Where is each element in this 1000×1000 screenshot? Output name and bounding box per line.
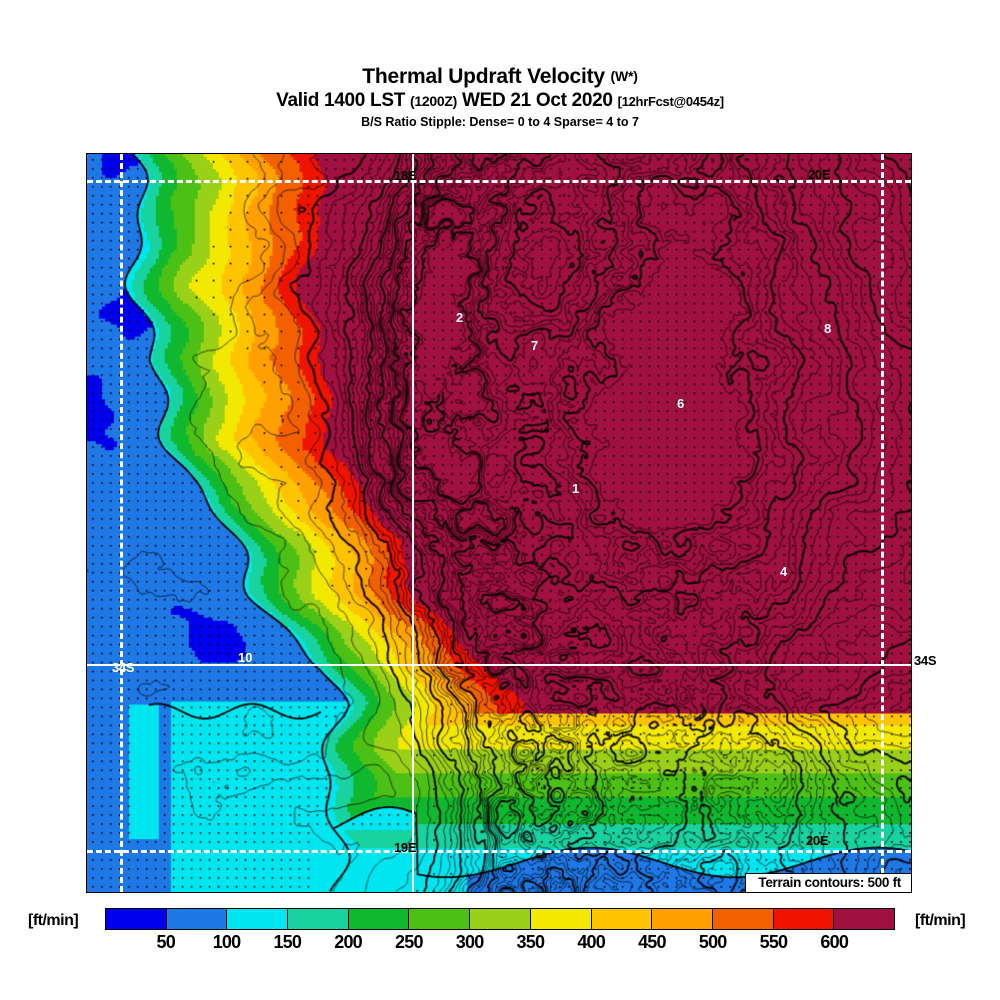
- graticule-line-19e: [412, 154, 414, 892]
- colorbar-band-12: [834, 909, 894, 929]
- valid-date: WED 21 Oct 2020: [461, 90, 613, 111]
- colorbar-units-left: [ft/min]: [28, 912, 79, 929]
- stipple-legend-note: B/S Ratio Stipple: Dense= 0 to 4 Sparse=…: [361, 115, 639, 129]
- colorbar-band-11: [773, 909, 835, 929]
- main-title-variable: (W*): [610, 68, 638, 84]
- graticule-label-34s-4: 34S: [914, 653, 937, 668]
- domain-boundary-left: [120, 154, 123, 892]
- colorbar-tick-550: 550: [759, 932, 788, 952]
- graticule-line-34s: [87, 664, 911, 666]
- graticule-label-20e-3: 20E: [806, 833, 829, 848]
- colorbar-tick-100: 100: [212, 932, 241, 952]
- colorbar-tick-labels: 50 100 150 200 250 300 350 400 450 500 550 600: [105, 932, 895, 956]
- valid-time-line: Valid 1400 LST (1200Z) WED 21 Oct 2020 […: [0, 89, 1000, 114]
- colorbar-band-2: [227, 909, 289, 929]
- colorbar-units-right: [ft/min]: [915, 912, 966, 929]
- colorbar-band-10: [712, 909, 774, 929]
- graticule-label-20e-1: 20E: [808, 167, 831, 182]
- colorbar-tick-450: 450: [638, 932, 666, 952]
- map-raster-layer: [87, 154, 911, 892]
- forecast-map[interactable]: Terrain contours: 500 ft: [86, 153, 912, 893]
- colorbar-tick-500: 500: [698, 932, 727, 952]
- valid-time-local: Valid 1400 LST: [276, 90, 406, 111]
- station-marker-1[interactable]: 1: [572, 481, 580, 496]
- domain-boundary-right: [881, 154, 884, 892]
- colorbar-tick-250: 250: [395, 932, 423, 952]
- colorbar-tick-150: 150: [273, 932, 302, 952]
- station-marker-8[interactable]: 8: [824, 321, 832, 336]
- graticule-label-34s-5: 34S: [112, 660, 135, 675]
- colorbar-band-1: [166, 909, 228, 929]
- colorbar-tick-50: 50: [156, 932, 176, 952]
- page-title: Thermal Updraft Velocity (W*): [0, 64, 1000, 89]
- colorbar-band-9: [652, 909, 713, 929]
- colorbar-band-5: [409, 909, 471, 929]
- domain-boundary-top: [87, 180, 911, 183]
- station-marker-4[interactable]: 4: [780, 564, 788, 579]
- colorbar: [ft/min] 50 100 150 200 250 300 350 400 450 500 55…: [0, 908, 1000, 978]
- graticule-label-19e-2: 19E: [394, 840, 417, 855]
- colorbar-tick-600: 600: [820, 932, 849, 952]
- colorbar-band-6: [470, 909, 531, 929]
- colorbar-gradient[interactable]: [105, 908, 895, 930]
- main-title-text: Thermal Updraft Velocity: [362, 65, 605, 88]
- colorbar-tick-350: 350: [516, 932, 545, 952]
- domain-boundary-bottom: [87, 850, 911, 853]
- station-marker-2[interactable]: 2: [456, 310, 464, 325]
- station-marker-6[interactable]: 6: [677, 396, 685, 411]
- title-block: Thermal Updraft Velocity (W*) Valid 1400…: [0, 64, 1000, 130]
- colorbar-tick-300: 300: [455, 932, 484, 952]
- valid-time-utc: (1200Z): [410, 93, 457, 109]
- terrain-contour-note: Terrain contours: 500 ft: [745, 873, 911, 892]
- colorbar-band-4: [348, 909, 410, 929]
- colorbar-band-0: [106, 909, 167, 929]
- forecast-run-tag: [12hrFcst@0454z]: [617, 94, 724, 109]
- colorbar-tick-400: 400: [577, 932, 605, 952]
- graticule-label-18e-0: 18E: [394, 168, 417, 183]
- colorbar-tick-200: 200: [334, 932, 362, 952]
- station-marker-10[interactable]: 10: [238, 650, 253, 665]
- station-marker-7[interactable]: 7: [531, 338, 539, 353]
- colorbar-band-7: [530, 909, 592, 929]
- colorbar-band-8: [591, 909, 653, 929]
- colorbar-band-3: [288, 909, 349, 929]
